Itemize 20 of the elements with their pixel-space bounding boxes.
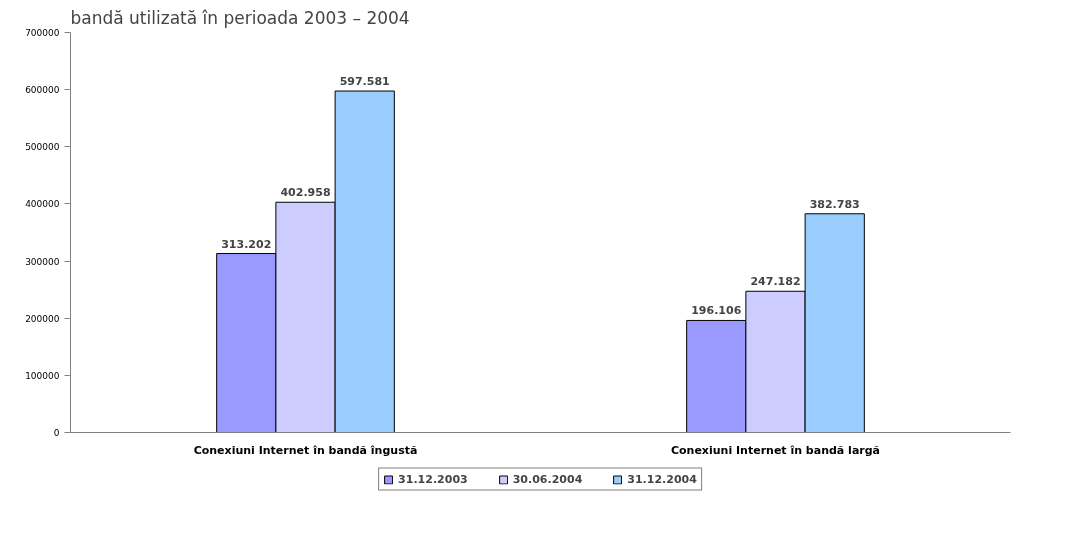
x-tick-label: Conexiuni Internet în bandă îngustă [193,443,418,457]
y-tick-label: 100000 [25,370,60,381]
data-label: 196.106 [691,304,742,318]
y-tick-label: 400000 [25,199,60,210]
legend-label: 31.12.2004 [627,472,697,486]
y-tick-label: 600000 [25,85,60,96]
legend-label: 30.06.2004 [512,472,583,486]
data-label: 313.202 [221,237,272,251]
data-label: 382.783 [809,197,860,211]
chart-title: bandă utilizată în perioada 2003 – 2004 [70,7,410,28]
y-tick-label: 0 [53,428,60,438]
y-tick-label: 300000 [25,256,60,267]
data-label: 597.581 [339,75,390,89]
y-tick-label: 200000 [25,313,60,324]
y-tick-label: 500000 [25,142,60,153]
data-label: 247.182 [750,275,801,289]
y-tick-label: 700000 [25,28,60,38]
x-tick-label: Conexiuni Internet în bandă largă [670,443,881,457]
data-label: 402.958 [280,186,331,200]
legend-label: 31.12.2003 [398,472,468,486]
